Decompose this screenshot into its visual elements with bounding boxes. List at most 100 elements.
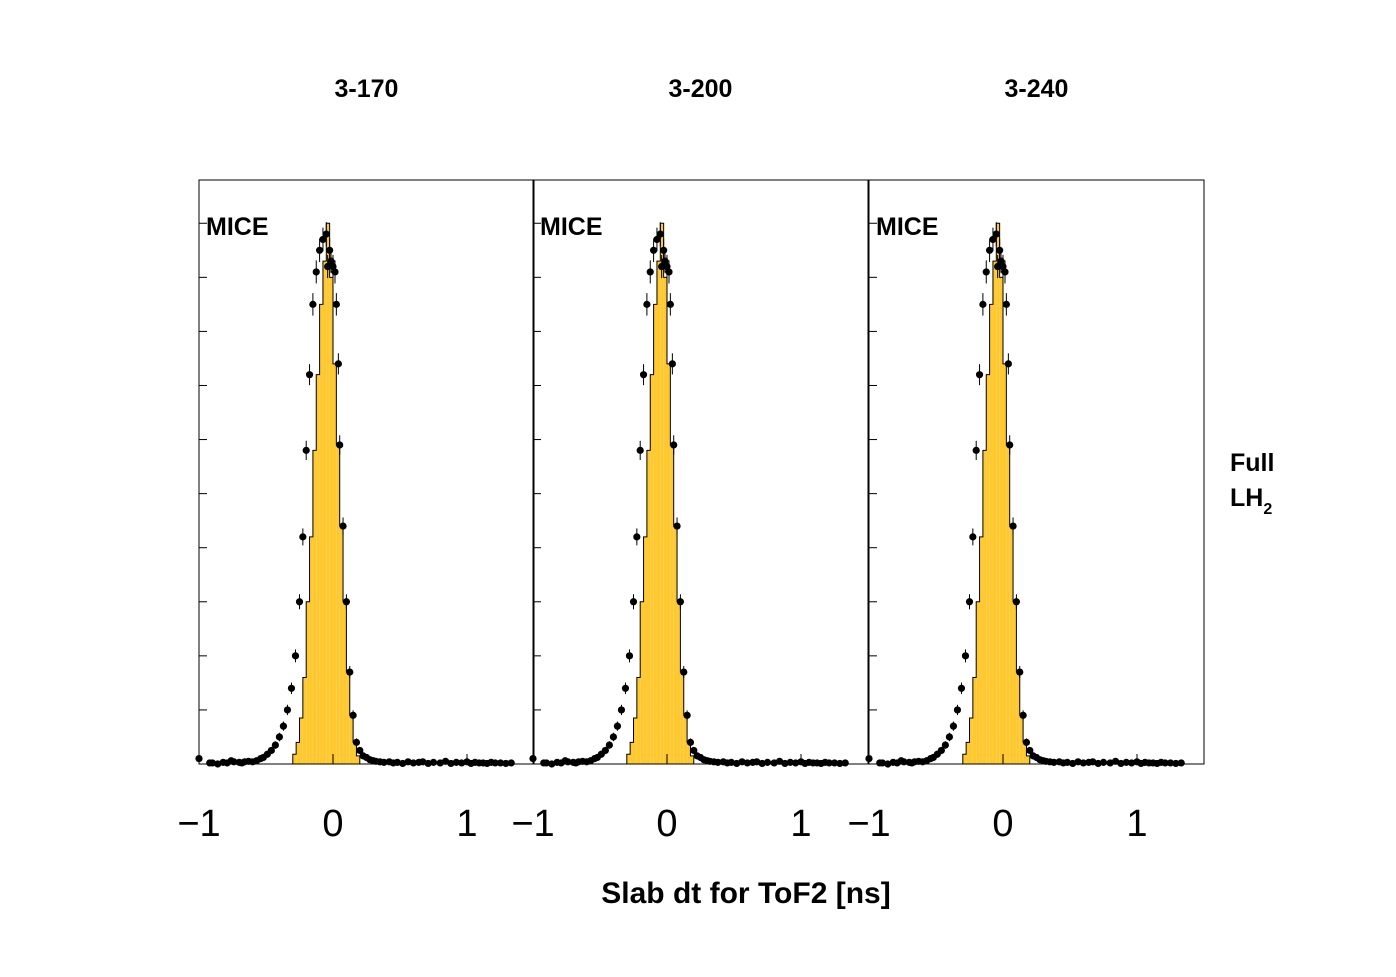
data-point [312,268,320,276]
data-point [953,706,962,714]
data-point [763,758,772,766]
histogram-bar [999,277,1003,764]
data-point [601,746,609,755]
data-point [279,722,288,730]
data-point [305,371,314,379]
data-point [972,446,980,454]
data-point [1009,522,1017,530]
histogram-bar [626,754,631,764]
data-point [937,746,945,755]
data-point [825,759,833,767]
x-tick-label: 1 [456,803,477,845]
histogram-bar [646,450,651,764]
data-point [665,268,673,276]
x-axis-title: Slab dt for ToF2 [ns] [601,877,890,910]
panel-3-240: 3-240 MICE −1 0 1 [847,75,1205,845]
data-point [878,759,887,767]
data-point [841,759,849,767]
histogram-bar [316,374,320,764]
data-point [319,235,327,244]
data-point [982,268,990,276]
data-point [1006,441,1014,449]
panel-title: 3-240 [1005,75,1069,103]
data-point [690,746,698,755]
histogram-bar [962,754,967,764]
data-point [1172,759,1180,768]
data-point [786,758,794,766]
side-label-line1: Full [1230,449,1274,477]
histogram-bar [343,601,347,764]
histogram-bar [986,374,990,764]
histogram-bar [969,718,973,764]
data-point [653,235,661,244]
data-point [393,758,401,766]
data-point [339,522,347,530]
data-point [738,758,746,766]
data-point [309,300,317,308]
data-point [349,711,357,719]
data-point [1019,711,1027,719]
histogram-bar [349,715,354,764]
data-point [1094,759,1102,768]
data-point [781,759,789,768]
data-point [283,706,292,714]
histogram-bar [292,754,297,764]
data-point [458,759,466,767]
data-point [758,759,766,768]
histogram-bar [660,223,664,764]
histogram-bar [346,672,350,764]
data-point [686,738,695,746]
histogram-bar [1013,601,1017,764]
side-label-main: LH [1230,484,1263,512]
histogram-bar [966,742,970,764]
data-point [336,441,344,449]
histogram-bar [663,277,667,764]
histogram-bar [336,444,340,764]
histogram-bar [989,304,993,764]
data-point [961,652,970,660]
data-point [989,235,997,244]
histogram-bar [667,363,671,764]
data-point [275,733,283,741]
panel-frame [868,179,1205,765]
data-point [609,733,618,741]
data-point [617,706,626,714]
data-point [1001,268,1009,276]
histogram-bar [630,742,634,764]
histogram-bar [656,261,661,764]
data-point [625,652,634,660]
histogram-bar [992,261,997,764]
data-point [404,758,412,766]
data-point [1166,759,1175,767]
histogram-bar [640,601,644,764]
histogram-bar [353,742,357,764]
data-point [1177,759,1185,767]
x-tick-label: −1 [847,803,890,845]
data-point [636,446,644,454]
histogram-bar [670,444,674,764]
data-point [287,684,296,692]
histogram-bar [1026,755,1030,764]
data-point [1074,758,1082,766]
data-point [1099,758,1108,766]
data-point [342,598,350,606]
data-point [613,722,622,730]
data-point [447,759,455,768]
panel-3-170: 3-170 MICE −1 0 1 [177,75,535,845]
histogram-bar [1023,742,1027,764]
data-point [496,759,505,767]
x-tick-label: −1 [511,803,554,845]
histogram-bar [653,304,657,764]
data-point [409,759,417,767]
histogram-bar [680,672,684,764]
data-point [1063,758,1071,766]
data-point [1026,746,1034,755]
x-tick-label: 0 [992,803,1013,845]
data-point [830,759,839,767]
data-point [957,684,966,692]
data-point [1161,759,1169,767]
data-point [1050,758,1058,766]
watermark-label: MICE [206,213,269,241]
data-point [633,533,641,541]
histogram-bar [673,526,678,764]
